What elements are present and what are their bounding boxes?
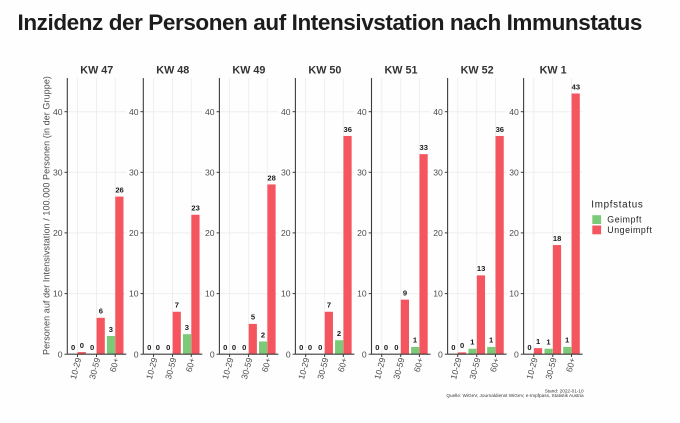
svg-text:6: 6 — [99, 307, 103, 316]
svg-text:2: 2 — [261, 330, 265, 339]
svg-text:0: 0 — [514, 349, 519, 359]
svg-text:60+: 60+ — [412, 357, 425, 374]
svg-text:7: 7 — [327, 301, 331, 310]
svg-text:1: 1 — [489, 336, 494, 345]
svg-text:18: 18 — [553, 234, 561, 243]
svg-text:30: 30 — [357, 167, 367, 177]
svg-text:0: 0 — [242, 343, 246, 352]
svg-text:40: 40 — [205, 107, 215, 117]
svg-text:1: 1 — [470, 338, 475, 347]
svg-text:2: 2 — [337, 329, 341, 338]
svg-text:1: 1 — [546, 338, 551, 347]
svg-text:40: 40 — [281, 107, 291, 117]
svg-text:KW 50: KW 50 — [308, 65, 341, 77]
svg-text:Personen auf der Intensivstati: Personen auf der Intensivstation / 100.0… — [42, 76, 52, 355]
svg-text:40: 40 — [509, 107, 519, 117]
svg-text:0: 0 — [375, 343, 379, 352]
svg-text:0: 0 — [156, 343, 160, 352]
svg-text:43: 43 — [572, 82, 580, 91]
svg-text:1: 1 — [565, 336, 570, 345]
svg-text:20: 20 — [53, 228, 63, 238]
svg-text:60+: 60+ — [184, 357, 197, 374]
svg-text:40: 40 — [357, 107, 367, 117]
svg-text:13: 13 — [477, 264, 485, 273]
svg-text:Geimpft: Geimpft — [607, 215, 642, 225]
svg-text:28: 28 — [267, 173, 275, 182]
svg-text:10: 10 — [129, 289, 139, 299]
svg-text:3: 3 — [109, 325, 113, 334]
svg-text:10: 10 — [433, 289, 443, 299]
svg-text:36: 36 — [343, 125, 351, 134]
svg-text:10: 10 — [357, 289, 367, 299]
svg-text:3: 3 — [185, 323, 189, 332]
svg-text:26: 26 — [115, 185, 123, 194]
svg-text:60+: 60+ — [108, 357, 121, 374]
svg-text:0: 0 — [71, 343, 75, 352]
svg-text:10: 10 — [509, 289, 519, 299]
svg-text:10: 10 — [205, 289, 215, 299]
svg-text:60+: 60+ — [336, 357, 349, 374]
svg-text:60+: 60+ — [260, 357, 273, 374]
svg-text:KW 49: KW 49 — [232, 65, 265, 77]
svg-text:60+: 60+ — [488, 357, 501, 374]
svg-text:40: 40 — [433, 107, 443, 117]
svg-text:Impfstatus: Impfstatus — [591, 200, 643, 211]
svg-text:0: 0 — [90, 343, 94, 352]
svg-text:20: 20 — [357, 228, 367, 238]
svg-text:10: 10 — [53, 289, 63, 299]
svg-text:40: 40 — [129, 107, 139, 117]
svg-text:0: 0 — [166, 343, 170, 352]
svg-text:0: 0 — [299, 343, 303, 352]
svg-text:0: 0 — [80, 341, 84, 350]
svg-text:10: 10 — [281, 289, 291, 299]
svg-text:0: 0 — [394, 343, 398, 352]
svg-text:0: 0 — [286, 349, 291, 359]
svg-text:30: 30 — [53, 167, 63, 177]
svg-text:30: 30 — [433, 167, 443, 177]
svg-text:Stand: 2022-01-10: Stand: 2022-01-10 — [545, 388, 584, 393]
svg-text:0: 0 — [232, 343, 236, 352]
svg-text:0: 0 — [308, 343, 312, 352]
svg-text:20: 20 — [281, 228, 291, 238]
svg-text:30: 30 — [129, 167, 139, 177]
svg-text:30: 30 — [281, 167, 291, 177]
svg-text:KW 52: KW 52 — [461, 65, 494, 77]
svg-text:1: 1 — [536, 337, 541, 346]
svg-text:Ungeimpft: Ungeimpft — [607, 225, 652, 235]
svg-text:Quelle: WiGeV, Journaldienst W: Quelle: WiGeV, Journaldienst WiGeV, e-Im… — [446, 393, 584, 398]
svg-text:0: 0 — [58, 349, 63, 359]
svg-text:20: 20 — [129, 228, 139, 238]
svg-text:1: 1 — [413, 336, 418, 345]
svg-text:0: 0 — [134, 349, 139, 359]
svg-text:0: 0 — [460, 341, 464, 350]
svg-text:0: 0 — [451, 343, 455, 352]
svg-text:0: 0 — [527, 343, 531, 352]
svg-text:5: 5 — [251, 313, 256, 322]
svg-text:0: 0 — [210, 349, 215, 359]
svg-text:60+: 60+ — [564, 357, 577, 374]
svg-text:0: 0 — [438, 349, 443, 359]
svg-text:33: 33 — [420, 143, 428, 152]
svg-text:KW 48: KW 48 — [156, 65, 189, 77]
svg-text:20: 20 — [205, 228, 215, 238]
svg-text:KW 47: KW 47 — [80, 65, 113, 77]
svg-text:9: 9 — [403, 288, 407, 297]
svg-text:20: 20 — [433, 228, 443, 238]
svg-text:30: 30 — [205, 167, 215, 177]
svg-text:KW 1: KW 1 — [540, 65, 567, 77]
svg-text:KW 51: KW 51 — [385, 65, 418, 77]
svg-text:30: 30 — [509, 167, 519, 177]
svg-text:40: 40 — [53, 107, 63, 117]
svg-text:23: 23 — [191, 204, 199, 213]
svg-text:0: 0 — [318, 343, 322, 352]
svg-text:0: 0 — [362, 349, 367, 359]
svg-text:20: 20 — [509, 228, 519, 238]
svg-text:Inzidenz der Personen auf Inte: Inzidenz der Personen auf Intensivstatio… — [18, 10, 643, 35]
svg-text:0: 0 — [384, 343, 388, 352]
svg-text:0: 0 — [223, 343, 227, 352]
svg-text:7: 7 — [175, 301, 179, 310]
svg-text:36: 36 — [496, 125, 504, 134]
svg-text:0: 0 — [147, 343, 151, 352]
